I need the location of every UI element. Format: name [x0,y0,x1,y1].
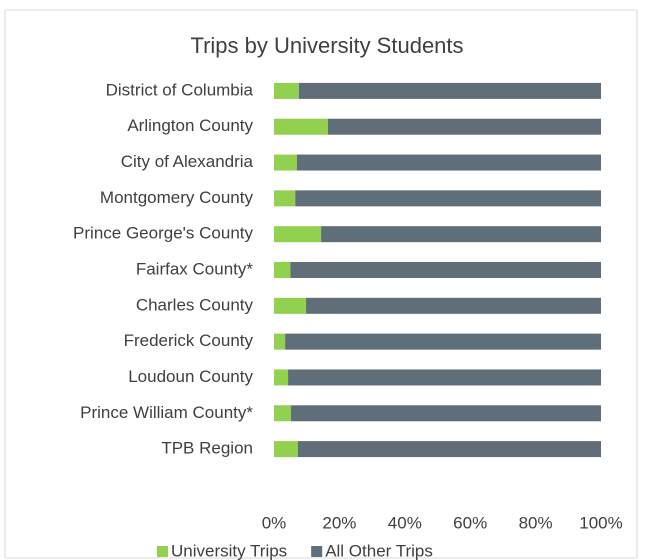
bar-segment [321,226,601,243]
legend-swatch [311,546,323,557]
bar-segment [274,441,298,458]
x-tick-label: 20% [322,513,356,532]
y-tick-label: Montgomery County [100,188,254,207]
x-tick-label: 0% [262,513,287,532]
chart-title: Trips by University Students [190,33,463,58]
y-tick-label: District of Columbia [106,80,254,99]
bar-segment [274,154,297,171]
bar-segment [274,297,307,314]
bar-segment [274,405,292,422]
bar-segment [290,262,601,278]
y-tick-label: City of Alexandria [121,152,254,171]
y-tick-label: Charles County [136,295,254,314]
y-tick-label: Prince George's County [73,224,253,243]
bar-segment [274,262,291,278]
bar-segment [295,190,601,207]
bar-segment [285,333,601,350]
y-tick-label: Arlington County [127,116,253,135]
bar-segment [274,190,296,207]
legend-label: All Other Trips [325,541,433,560]
bar-segment [327,118,601,135]
y-tick-label: TPB Region [161,439,253,458]
chart-frame [4,9,638,559]
bar-segment [274,82,299,99]
x-tick-label: 100% [579,513,622,532]
x-tick-label: 40% [388,513,422,532]
y-tick-label: Loudoun County [128,367,253,386]
bar-segment [291,405,601,422]
legend-label: University Trips [171,541,287,560]
bar-segment [296,154,601,171]
bar-segment [297,441,601,458]
x-tick-label: 80% [519,513,553,532]
bar-segment [288,369,601,386]
bar-segment [274,226,322,243]
bar-segment [306,297,601,314]
bar-segment [274,369,289,386]
legend-swatch [157,546,168,557]
bar-segment [274,333,286,350]
bar-segment [298,82,601,99]
y-tick-label: Frederick County [124,331,254,350]
y-tick-label: Prince William County* [80,403,253,422]
bar-segment [274,118,328,135]
x-tick-label: 60% [453,513,487,532]
y-tick-label: Fairfax County* [136,259,254,278]
